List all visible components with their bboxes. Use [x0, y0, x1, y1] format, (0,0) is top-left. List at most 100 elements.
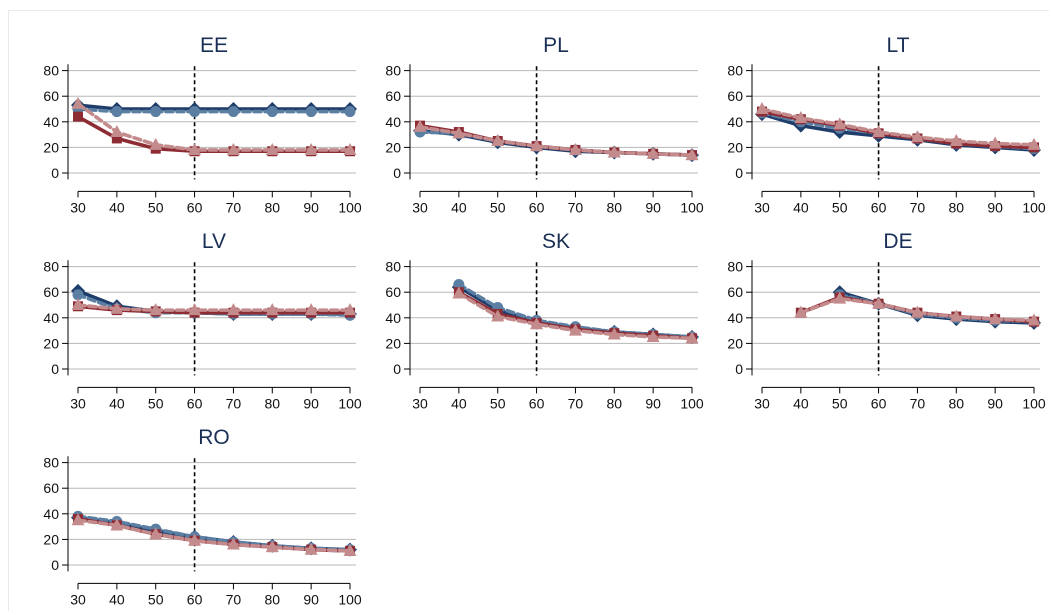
- data-point: [794, 305, 808, 318]
- x-tick-label: 70: [910, 395, 926, 411]
- x-tick-label: 90: [645, 395, 661, 411]
- data-point: [343, 142, 357, 155]
- x-tick-label: 70: [910, 199, 926, 215]
- panel-lt: LT 0 20 40 60 80 30 40 50 60 70 80 90 100: [727, 34, 1045, 215]
- x-tick-label: 70: [226, 395, 242, 411]
- data-point: [755, 102, 769, 114]
- series-4: [71, 513, 357, 556]
- x-tick-label: 90: [303, 591, 319, 607]
- x-tick-label: 40: [109, 395, 125, 411]
- series-line: [76, 303, 352, 312]
- data-point: [188, 533, 202, 546]
- y-tick-label: 20: [727, 335, 743, 351]
- x-tick-label: 50: [832, 199, 848, 215]
- y-tick-label: 0: [51, 165, 59, 181]
- x-tick-label: 70: [568, 199, 584, 215]
- y-tick-label: 40: [43, 114, 59, 130]
- y-tick-label: 20: [385, 335, 401, 351]
- y-tick-label: 20: [385, 139, 401, 155]
- data-point: [491, 309, 505, 322]
- x-tick-label: 50: [148, 395, 164, 411]
- x-tick-label: 50: [148, 199, 164, 215]
- x-tick-label: 100: [680, 395, 704, 411]
- data-point: [833, 291, 847, 304]
- figure-frame: [8, 10, 1049, 611]
- x-tick-label: 80: [948, 395, 964, 411]
- y-tick-label: 40: [385, 114, 401, 130]
- data-point: [304, 142, 318, 155]
- data-point: [568, 142, 582, 155]
- y-tick-label: 60: [43, 88, 59, 104]
- data-point: [189, 106, 201, 118]
- x-tick-label: 60: [187, 395, 203, 411]
- series-line: [76, 518, 352, 553]
- data-point: [530, 139, 544, 152]
- x-tick-label: 70: [568, 395, 584, 411]
- data-point: [305, 106, 317, 118]
- data-point: [226, 537, 240, 550]
- data-point: [150, 106, 162, 118]
- series-line: [76, 102, 352, 152]
- panel-ee: EE 0 20 40 60 80 30 40 50 60 70 80 90 100: [43, 34, 361, 215]
- x-tick-label: 80: [264, 199, 280, 215]
- x-tick-label: 40: [451, 395, 467, 411]
- x-tick-label: 60: [871, 395, 887, 411]
- panel-title: LV: [202, 230, 226, 253]
- data-point: [607, 327, 621, 340]
- data-point: [265, 540, 279, 553]
- data-point: [188, 142, 202, 155]
- y-tick-label: 60: [385, 284, 401, 300]
- data-point: [110, 518, 124, 531]
- x-tick-label: 30: [754, 395, 770, 411]
- x-tick-label: 90: [303, 395, 319, 411]
- y-tick-label: 0: [735, 361, 743, 377]
- data-point: [685, 148, 699, 161]
- data-point: [1027, 313, 1041, 326]
- data-point: [149, 527, 163, 540]
- data-point: [910, 130, 924, 143]
- y-tick-label: 60: [727, 88, 743, 104]
- y-tick-label: 0: [735, 165, 743, 181]
- y-tick-label: 0: [51, 361, 59, 377]
- x-tick-label: 40: [793, 199, 809, 215]
- x-tick-label: 100: [338, 395, 362, 411]
- y-tick-label: 40: [727, 310, 743, 326]
- data-point: [413, 119, 427, 132]
- x-tick-label: 100: [1022, 395, 1046, 411]
- panel-sk: SK 0 20 40 60 80 30 40 50 60 70 80 90 100: [385, 230, 703, 411]
- y-tick-label: 80: [43, 455, 59, 471]
- data-point: [149, 137, 163, 150]
- x-tick-label: 100: [338, 199, 362, 215]
- panel-title: PL: [543, 34, 569, 57]
- x-tick-label: 100: [680, 199, 704, 215]
- x-tick-label: 50: [490, 199, 506, 215]
- x-tick-label: 80: [264, 395, 280, 411]
- series-line: [76, 514, 352, 552]
- panel-title: LT: [887, 34, 910, 57]
- data-point: [110, 125, 124, 138]
- y-tick-label: 80: [727, 63, 743, 79]
- data-point: [794, 110, 808, 123]
- data-point: [265, 303, 279, 316]
- y-tick-label: 20: [43, 335, 59, 351]
- x-tick-label: 90: [303, 199, 319, 215]
- y-tick-label: 60: [727, 284, 743, 300]
- x-tick-label: 60: [187, 591, 203, 607]
- x-tick-label: 80: [264, 591, 280, 607]
- x-tick-label: 30: [754, 199, 770, 215]
- x-tick-label: 40: [793, 395, 809, 411]
- x-tick-label: 60: [871, 199, 887, 215]
- data-point: [872, 296, 886, 309]
- y-tick-label: 20: [43, 531, 59, 547]
- x-tick-label: 90: [987, 395, 1003, 411]
- y-tick-label: 80: [385, 259, 401, 275]
- y-tick-label: 80: [727, 259, 743, 275]
- y-tick-label: 40: [43, 310, 59, 326]
- y-tick-label: 80: [385, 63, 401, 79]
- data-point: [833, 117, 847, 130]
- panel-title: DE: [883, 230, 912, 253]
- data-point: [226, 142, 240, 155]
- y-tick-label: 60: [43, 480, 59, 496]
- x-tick-label: 40: [109, 591, 125, 607]
- data-point: [452, 286, 466, 299]
